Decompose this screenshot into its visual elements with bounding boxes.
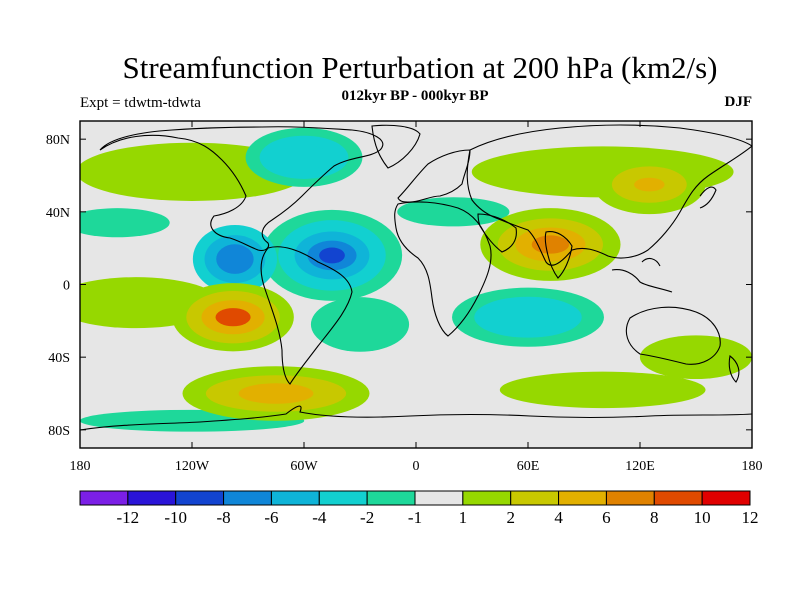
coastline-australia bbox=[625, 306, 721, 365]
y-tick-label: 0 bbox=[63, 279, 70, 294]
coastline-indonesia bbox=[611, 257, 673, 293]
contour-south-pacific-low bbox=[327, 307, 393, 342]
field-band bbox=[639, 335, 752, 380]
colorbar-label: 8 bbox=[650, 508, 659, 527]
coastline-north-america bbox=[99, 126, 384, 251]
colorbar-swatch bbox=[653, 490, 703, 506]
colorbar-label: -4 bbox=[312, 508, 327, 527]
y-tick-label: 40N bbox=[46, 206, 70, 221]
x-tick-label: 0 bbox=[413, 459, 420, 474]
contour-indian-ocean-south-low bbox=[497, 305, 559, 329]
coastline-antarctica bbox=[80, 405, 752, 431]
coastline-new-zealand bbox=[728, 355, 740, 383]
colorbar-swatch bbox=[701, 490, 751, 506]
colorbar-label: -10 bbox=[164, 508, 187, 527]
contour-central-america-low bbox=[225, 252, 245, 266]
colorbar-swatch bbox=[79, 490, 129, 506]
contour-tropical-atlantic-low bbox=[319, 247, 345, 264]
coastline-india bbox=[544, 231, 573, 279]
coastline-africa bbox=[394, 201, 492, 337]
colorbar-swatch bbox=[558, 490, 607, 506]
colorbar-swatch bbox=[175, 490, 225, 506]
coastlines bbox=[80, 124, 752, 431]
x-tick-label: 60E bbox=[517, 459, 540, 474]
contour-field bbox=[80, 127, 752, 432]
y-tick-label: 40S bbox=[48, 351, 70, 366]
x-tick-label: 60W bbox=[290, 459, 318, 474]
axis-ticks bbox=[79, 121, 753, 448]
x-tick-label: 180 bbox=[70, 459, 91, 474]
colorbar-swatch bbox=[318, 490, 368, 506]
colorbar-swatch bbox=[510, 490, 560, 506]
coastline-south-america bbox=[260, 246, 353, 385]
chart-subtitle: 012kyr BP - 000kyr BP bbox=[341, 88, 489, 104]
colorbar-swatch bbox=[605, 490, 655, 506]
colorbar-swatch bbox=[127, 490, 177, 506]
colorbar-label: -2 bbox=[360, 508, 374, 527]
field-band bbox=[397, 197, 510, 227]
colorbar-label: -1 bbox=[408, 508, 422, 527]
colorbar-label: 4 bbox=[554, 508, 563, 527]
x-tick-label: 120E bbox=[625, 459, 655, 474]
contour-india-high bbox=[531, 235, 570, 254]
coastline-arabia bbox=[477, 213, 517, 253]
x-tick-label: 120W bbox=[175, 459, 210, 474]
contour-north-pacific-high bbox=[634, 177, 665, 192]
chart-title: Streamfunction Perturbation at 200 hPa (… bbox=[122, 50, 718, 85]
y-tick-label: 80S bbox=[48, 424, 70, 439]
colorbar-label: 6 bbox=[602, 508, 611, 527]
colorbar-label: 2 bbox=[506, 508, 515, 527]
colorbar-label: 1 bbox=[459, 508, 468, 527]
coastline-japan bbox=[699, 186, 717, 209]
colorbar: -12 -10 -8 -6 -4 -2 -1 1 2 4 6 8 10 12 bbox=[79, 490, 759, 527]
colorbar-swatch bbox=[414, 490, 464, 506]
field-band bbox=[499, 371, 706, 409]
axis-labels: 180 120W 60W 0 60E 120E 180 80N 40N 0 40S 80S bbox=[46, 133, 763, 474]
experiment-label: Expt = tdwtm-tdwta bbox=[80, 95, 201, 111]
colorbar-label: 10 bbox=[694, 508, 711, 527]
colorbar-swatch bbox=[366, 490, 416, 506]
colorbar-swatch bbox=[462, 490, 512, 506]
colorbar-swatch bbox=[223, 490, 272, 506]
colorbar-label: -6 bbox=[264, 508, 278, 527]
contour-southern-ocean-high bbox=[238, 383, 314, 404]
y-tick-label: 80N bbox=[46, 133, 70, 148]
contour-north-america-low bbox=[278, 144, 330, 170]
x-tick-label: 180 bbox=[742, 459, 763, 474]
colorbar-label: -12 bbox=[117, 508, 140, 527]
coastline-asia bbox=[466, 124, 752, 266]
contour-east-pacific-south-high bbox=[215, 308, 251, 327]
coastline-greenland bbox=[371, 124, 421, 169]
field-band bbox=[80, 208, 170, 238]
colorbar-swatch bbox=[270, 490, 320, 506]
season-label: DJF bbox=[724, 94, 753, 110]
colorbar-label: -8 bbox=[216, 508, 230, 527]
colorbar-label: 12 bbox=[742, 508, 759, 527]
